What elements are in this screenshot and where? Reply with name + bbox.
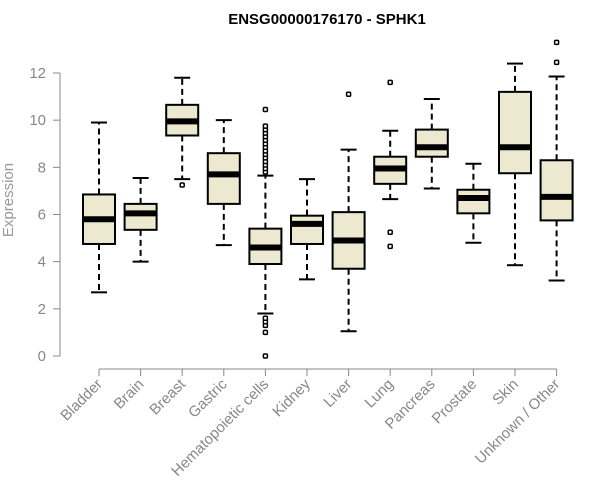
y-tick-label: 10 [29, 112, 46, 129]
outlier-point [387, 229, 393, 235]
x-tick-label: Brain [111, 376, 148, 413]
outlier-point [262, 353, 269, 359]
x-tick-label: Lung [361, 376, 397, 412]
outlier-point [179, 182, 185, 188]
outlier-point [262, 329, 269, 336]
box-iqr [123, 202, 158, 231]
box-iqr [498, 90, 532, 175]
x-tick-label: Kidney [269, 375, 314, 420]
outlier-point [262, 123, 269, 129]
chart-title: ENSG00000176170 - SPHK1 [228, 11, 426, 28]
x-tick-label: Skin [489, 376, 522, 409]
outlier-point [553, 59, 560, 66]
y-tick-label: 6 [38, 207, 46, 224]
outlier-point [553, 39, 560, 46]
box-iqr [206, 152, 241, 205]
x-tick-label: Prostate [429, 376, 481, 428]
box-iqr [456, 188, 491, 215]
outlier-point [345, 91, 352, 97]
outlier-point [387, 79, 393, 86]
y-tick-label: 2 [38, 301, 46, 318]
y-axis-label: Expression [0, 163, 17, 237]
box-iqr [539, 159, 574, 222]
y-tick-label: 4 [38, 254, 46, 271]
outlier-point [262, 106, 269, 113]
box-iqr [414, 128, 449, 158]
box-iqr [290, 214, 324, 245]
outlier-point [387, 243, 393, 250]
x-tick-label: Bladder [57, 376, 106, 425]
outlier-point [262, 315, 269, 322]
x-tick-label: Liver [320, 376, 355, 411]
x-tick-label: Breast [146, 375, 189, 418]
y-tick-label: 12 [29, 65, 46, 82]
y-tick-label: 0 [38, 348, 46, 365]
y-tick-label: 8 [38, 159, 46, 176]
